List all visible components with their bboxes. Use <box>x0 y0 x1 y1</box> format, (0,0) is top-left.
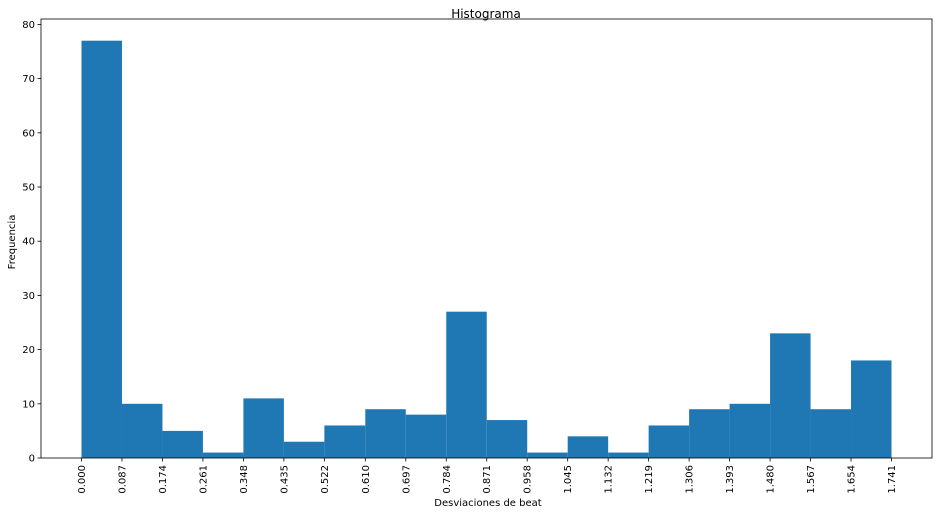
x-tick-label: 0.174 <box>158 465 169 494</box>
x-tick-label: 0.871 <box>482 465 493 494</box>
y-axis-label: Frequencia <box>7 215 18 270</box>
x-tick-label: 0.348 <box>239 465 250 494</box>
x-tick-label: 1.741 <box>887 465 898 494</box>
y-tick-label: 10 <box>22 399 35 410</box>
x-tick-label: 1.567 <box>806 465 817 494</box>
x-tick-label: 1.306 <box>685 465 696 494</box>
histogram-bar <box>810 409 852 458</box>
histogram-bar <box>162 430 203 458</box>
y-tick-label: 30 <box>22 291 35 302</box>
x-tick-label: 0.784 <box>442 465 453 494</box>
histogram-bar <box>648 425 690 458</box>
x-tick-label: 1.393 <box>725 465 736 494</box>
histogram-bar <box>608 452 649 458</box>
x-tick-label: 0.610 <box>361 465 372 494</box>
x-tick-label: 0.958 <box>523 465 534 494</box>
histogram-bar <box>567 436 609 458</box>
x-tick-label: 1.132 <box>604 465 615 494</box>
y-tick-label: 80 <box>22 20 35 31</box>
bars-group <box>81 40 892 458</box>
histogram-bar <box>405 414 447 458</box>
histogram-bar <box>446 311 487 458</box>
y-tick-label: 50 <box>22 183 35 194</box>
histogram-bar <box>365 409 406 458</box>
x-axis-label: Desviaciones de beat <box>434 498 541 509</box>
histogram-bar <box>324 425 366 458</box>
chart-title: Histograma <box>451 7 521 21</box>
x-tick-label: 0.697 <box>401 465 412 494</box>
x-tick-label: 1.480 <box>766 465 777 494</box>
y-tick-label: 70 <box>22 74 35 85</box>
x-tick-label: 0.522 <box>320 465 331 494</box>
y-tick-label: 0 <box>29 454 35 465</box>
x-tick-label: 0.435 <box>279 465 290 494</box>
histogram-bar <box>202 452 244 458</box>
x-axis-ticks: 0.000 0.087 0.174 0.261 0.348 0.435 0.522 0.610… <box>77 458 898 494</box>
x-tick-label: 0.087 <box>117 465 128 494</box>
histogram-bar <box>486 420 528 458</box>
x-tick-label: 1.045 <box>563 465 574 494</box>
histogram-bar <box>729 403 771 458</box>
histogram-bar <box>851 360 892 458</box>
histogram-bar <box>770 333 811 458</box>
histogram-bar <box>527 452 568 458</box>
x-tick-label: 0.261 <box>198 465 209 494</box>
histogram-bar <box>121 403 163 458</box>
plot-frame <box>40 18 933 459</box>
y-tick-label: 40 <box>22 237 35 248</box>
histogram-bar <box>283 441 325 458</box>
y-tick-label: 60 <box>22 128 35 139</box>
histogram-bar <box>689 409 730 458</box>
histogram-bar <box>81 40 122 458</box>
x-tick-label: 0.000 <box>77 465 88 494</box>
x-tick-label: 1.654 <box>847 465 858 494</box>
y-axis-ticks: 0 10 20 30 40 50 60 70 80 <box>22 20 41 465</box>
histogram-bar <box>243 398 284 458</box>
y-tick-label: 20 <box>22 345 35 356</box>
x-tick-label: 1.219 <box>644 465 655 494</box>
